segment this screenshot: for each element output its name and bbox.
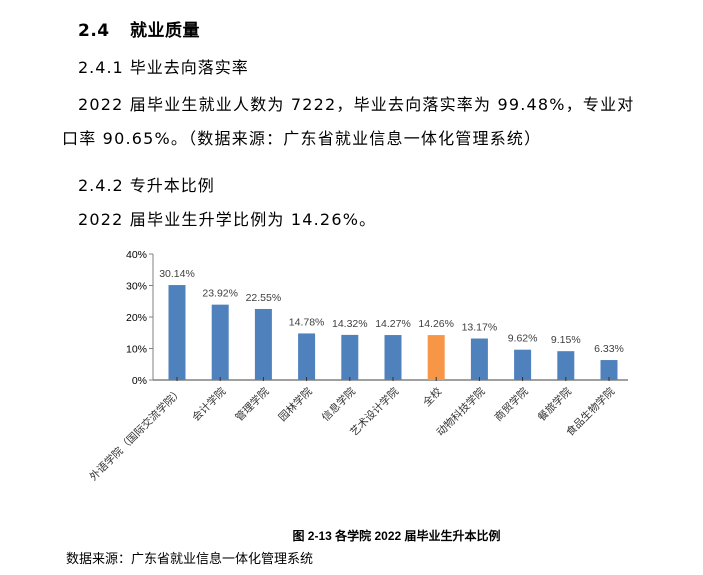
data-label: 14.26% xyxy=(418,318,454,330)
category-label: 会计学院 xyxy=(189,385,228,424)
subsection-heading-2: 2.4.2 专升本比例 xyxy=(78,176,215,195)
data-label: 9.62% xyxy=(508,333,538,345)
bar xyxy=(168,285,186,380)
paragraph-1-line-1: 2022 届毕业生就业人数为 7222，毕业去向落实率为 99.48%，专业对 xyxy=(78,95,635,114)
category-label: 外语学院（国际交流学院） xyxy=(87,385,185,483)
subsection-heading-1: 2.4.1 毕业去向落实率 xyxy=(78,58,249,77)
data-label: 30.14% xyxy=(159,268,195,280)
data-label: 6.33% xyxy=(594,343,624,355)
bar xyxy=(557,351,575,380)
data-label: 13.17% xyxy=(462,322,498,334)
data-label: 22.55% xyxy=(246,292,282,304)
data-label: 14.32% xyxy=(332,318,368,330)
figure-source: 数据来源：广东省就业信息一体化管理系统 xyxy=(66,552,314,567)
bar xyxy=(341,334,359,380)
data-label: 14.27% xyxy=(375,318,411,330)
category-label: 管理学院 xyxy=(233,385,272,424)
category-label: 商贸学院 xyxy=(492,385,531,424)
bar xyxy=(600,360,618,380)
bar xyxy=(427,335,445,380)
paragraph-1-line-2: 口率 90.65%。（数据来源：广东省就业信息一体化管理系统） xyxy=(62,129,542,148)
section-title: 就业质量 xyxy=(130,21,201,41)
section-number: 2.4 xyxy=(78,21,110,41)
figure-caption: 图 2-13 各学院 2022 届毕业生升本比例 xyxy=(292,529,501,543)
bar xyxy=(514,349,532,380)
y-tick-label: 40% xyxy=(126,249,147,261)
bar xyxy=(298,333,316,380)
bar xyxy=(211,304,229,380)
category-label: 信息学院 xyxy=(319,385,358,424)
paragraph-2: 2022 届毕业生升学比例为 14.26%。 xyxy=(78,210,377,229)
bar xyxy=(470,338,488,380)
y-tick-label: 20% xyxy=(126,312,147,324)
y-tick-label: 0% xyxy=(132,375,147,387)
category-label: 园林学院 xyxy=(276,385,315,424)
category-label: 全校 xyxy=(420,385,444,409)
data-label: 23.92% xyxy=(202,288,238,300)
bar xyxy=(384,335,402,380)
data-label: 14.78% xyxy=(289,316,325,328)
section-heading: 2.4 就业质量 xyxy=(78,16,200,41)
y-tick-label: 30% xyxy=(126,281,147,293)
bar xyxy=(254,308,272,380)
category-label: 餐旅学院 xyxy=(535,385,574,424)
y-tick-label: 10% xyxy=(126,344,147,356)
data-label: 9.15% xyxy=(551,334,581,346)
